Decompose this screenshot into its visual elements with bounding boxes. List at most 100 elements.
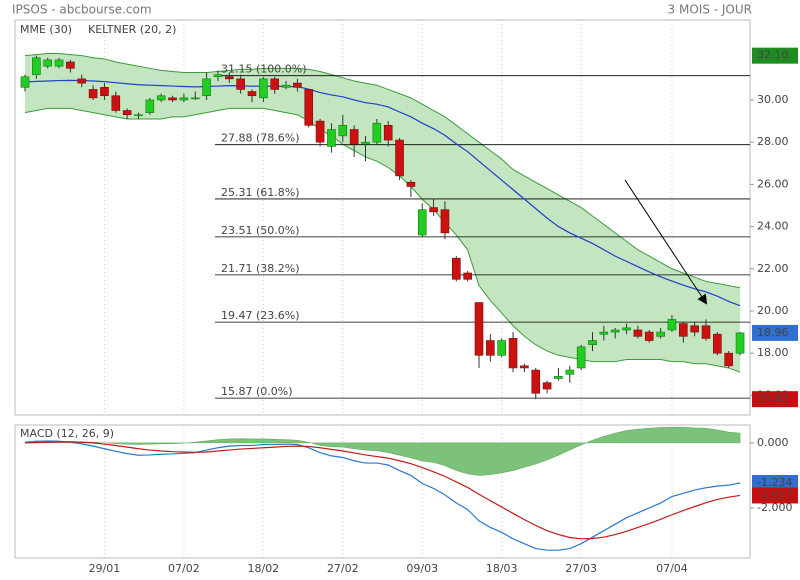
candle-body [633,329,643,337]
y-tick-label: 0.000 [757,436,789,449]
candle-body [383,124,393,141]
price-marker [752,487,798,504]
fib-label: 19.47 (23.6%) [221,309,300,322]
x-tick-label: 18/03 [486,562,518,575]
price-marker-label: 32.10 [757,49,789,62]
candle-body [599,331,609,335]
candle-body [701,325,711,339]
candle-body [486,340,495,356]
candle-body [32,57,41,75]
candle-body [111,95,121,111]
y-tick-label: 22.00 [757,262,789,275]
candle-body [622,327,631,331]
macd-histogram [24,426,741,476]
candle-body [304,89,314,126]
price-marker-label: -1.234 [757,476,792,489]
fib-label: 15.87 (0.0%) [221,385,293,398]
fib-label: 23.51 (50.0%) [221,224,300,237]
candle-body [565,369,575,375]
candle-body [497,340,507,356]
candle-body [429,207,438,213]
macd-line [24,441,741,540]
keltner-band [25,53,741,373]
legend-macd: MACD (12, 26, 9) [20,427,114,440]
y-tick-label: 24.00 [757,220,789,233]
candle-body [54,59,64,67]
x-tick-label: 27/03 [565,562,597,575]
candle-body [293,82,302,88]
candle-body [417,209,427,236]
price-panel [14,19,751,416]
candle-body [724,352,734,367]
fib-label: 21.71 (38.2%) [221,262,300,275]
candle-body [361,141,370,145]
candle-body [474,302,484,356]
x-tick-label: 07/04 [656,562,688,575]
candle-body [281,84,291,88]
keltner-lower [24,107,741,373]
header-period: 3 MOIS - JOUR [668,3,752,17]
candle-body [440,209,450,234]
price-marker [752,324,798,341]
candle-body [554,376,563,379]
candle-body [88,89,98,99]
candle-body [656,331,665,337]
candle-body [678,323,688,337]
candle-body [145,99,155,113]
candle-body [713,333,722,354]
y-tick-label: 28.00 [757,135,789,148]
candle-body [338,124,348,137]
candle-body [225,76,234,80]
price-marker [752,391,798,408]
candle-body [531,369,541,394]
candle-body [202,78,211,97]
x-tick-label: 07/02 [168,562,200,575]
candle-body [349,129,359,145]
mme-line [24,79,741,307]
macd-line [24,440,741,551]
candle-body [168,97,177,101]
y-tick-label: 26.00 [757,177,789,190]
y-tick-label: -2.000 [757,501,792,514]
candle-body [372,122,382,143]
candle-body [156,95,166,101]
candle-body [213,74,223,78]
header-title: IPSOS - abcbourse.com [12,3,152,17]
macd-panel [14,424,751,559]
x-tick-label: 27/02 [327,562,359,575]
candle-body [644,331,654,341]
fib-label: 25.31 (61.8%) [221,186,300,199]
price-marker-label: -1.617 [757,488,792,501]
candle-body [315,120,325,143]
candle-body [270,78,280,90]
candle-body [508,338,518,369]
candle-body [463,272,472,280]
candle-body [190,97,200,100]
candle-body [690,325,699,333]
candle-body [247,91,257,97]
price-marker-label: 15.82 [757,392,789,405]
candle-body [576,346,586,369]
candle-body [43,59,53,67]
candle-body [667,319,677,331]
candle-body [134,114,143,117]
price-marker [752,47,798,64]
candle-body [327,129,336,147]
x-tick-label: 18/02 [247,562,279,575]
x-tick-label: 29/01 [89,562,121,575]
candle-body [520,365,529,369]
fib-label: 27.88 (78.6%) [221,132,300,145]
candle-body [542,382,552,390]
candle-body [77,78,87,84]
y-tick-label: 30.00 [757,93,789,106]
candle-body [735,332,745,354]
candle-body [406,181,416,187]
candle-body [588,340,597,346]
candle-body [395,139,404,177]
candle-body [179,97,189,101]
candle-body [122,110,132,116]
annotation-arrow [624,179,708,305]
candle-body [259,78,268,99]
price-marker [752,475,798,492]
